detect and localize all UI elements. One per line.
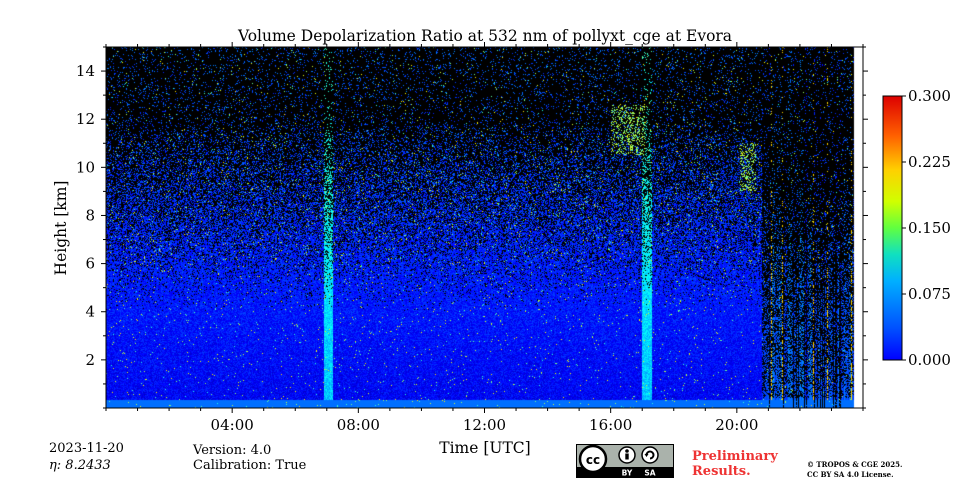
by-text: BY	[622, 469, 633, 478]
x-tick-label: 16:00	[589, 416, 632, 434]
colorbar-tick-label: 0.075	[908, 285, 951, 303]
y-tick-label: 4	[85, 303, 95, 321]
y-tick-label: 10	[76, 158, 95, 176]
y-axis: 2 4 6 8 10 12 14	[76, 46, 868, 409]
y-tick-label: 6	[85, 255, 95, 273]
y-tick-label: 2	[85, 351, 95, 369]
copyright-line2: CC BY SA 4.0 License.	[807, 470, 894, 479]
x-axis-label: Time [UTC]	[439, 439, 530, 457]
heatmap-image	[106, 47, 863, 408]
cc-text: cc	[586, 453, 600, 467]
x-tick-label: 04:00	[211, 416, 254, 434]
colorbar: 0.000 0.075 0.150 0.225 0.300	[882, 87, 951, 369]
version-label: Version: 4.0	[193, 443, 272, 458]
cc-by-sa-license-logo: cc BY SA	[576, 444, 674, 478]
chart-title: Volume Depolarization Ratio at 532 nm of…	[237, 27, 732, 45]
eta-label: η: 8.2433	[49, 458, 111, 473]
sa-share-icon	[641, 446, 659, 464]
y-axis-label: Height [km]	[52, 181, 70, 276]
sa-text: SA	[644, 469, 655, 478]
x-axis: 04:00 08:00 12:00 16:00 20:00	[105, 42, 864, 434]
y-tick-label: 8	[85, 206, 95, 224]
copyright-line1: © TROPOS & CGE 2025.	[807, 460, 903, 469]
colorbar-gradient	[882, 95, 903, 361]
preliminary-line1: Preliminary	[692, 449, 778, 464]
colorbar-tick-label: 0.000	[908, 351, 951, 369]
x-tick-label: 20:00	[715, 416, 758, 434]
plot-area	[106, 47, 863, 408]
date-label: 2023-11-20	[49, 441, 124, 456]
x-tick-label: 08:00	[337, 416, 380, 434]
x-tick-label: 12:00	[463, 416, 506, 434]
y-tick-label: 14	[76, 62, 95, 80]
calibration-label: Calibration: True	[193, 458, 307, 473]
preliminary-line2: Results.	[692, 464, 751, 479]
colorbar-tick-label: 0.300	[908, 87, 951, 105]
y-tick-label: 12	[76, 110, 95, 128]
colorbar-tick-label: 0.150	[908, 219, 951, 237]
colorbar-tick-label: 0.225	[908, 153, 951, 171]
